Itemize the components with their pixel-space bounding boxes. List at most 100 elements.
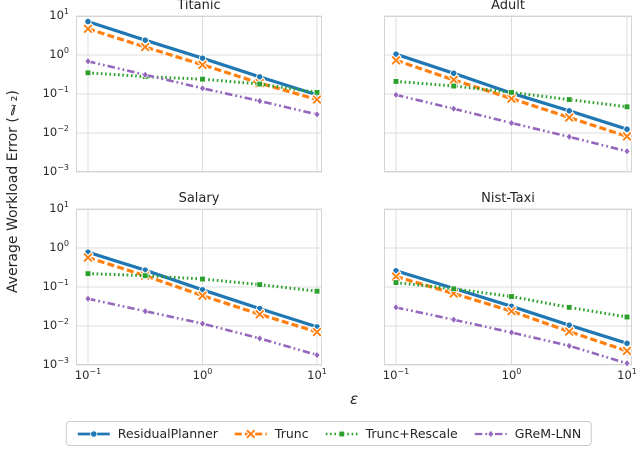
data-point-marker [197, 59, 208, 71]
data-point-marker [487, 429, 495, 438]
data-point-marker [623, 359, 631, 368]
data-point-marker [338, 430, 345, 437]
data-point-marker [313, 110, 321, 119]
plot-border [384, 16, 632, 172]
y-tick-label: 10−2 [42, 124, 69, 140]
series-line-grem-lnn [395, 306, 628, 365]
x-axis-label: ε [349, 390, 359, 408]
x-tick-label: 101 [307, 367, 327, 382]
data-point-marker [256, 281, 263, 288]
data-point-marker [84, 57, 92, 66]
legend-line-trunc-rescale-icon [325, 430, 358, 437]
data-point-marker [621, 345, 633, 357]
y-tick-label: 10−3 [42, 163, 69, 179]
legend-label: Trunc [274, 426, 309, 441]
data-point-marker [199, 319, 206, 328]
data-point-marker [84, 17, 92, 26]
data-point-marker [84, 294, 92, 303]
legend-line-residualplanner-icon [77, 429, 110, 438]
data-point-marker [313, 350, 321, 360]
y-tick-label: 100 [49, 46, 69, 62]
data-point-marker [450, 82, 457, 90]
data-point-marker [565, 341, 573, 351]
data-point-marker [565, 107, 573, 115]
x-tick-label: 101 [617, 367, 637, 382]
y-tick-label: 10−2 [42, 317, 69, 333]
data-point-marker [392, 78, 400, 85]
data-point-marker [621, 131, 633, 142]
y-axis-label: Average Workload Error (ℓ₂) [5, 90, 21, 294]
data-point-marker [623, 339, 631, 347]
chart-canvas-salary [76, 208, 323, 366]
data-point-marker [392, 50, 400, 58]
data-point-marker [623, 103, 631, 110]
data-point-marker [623, 125, 631, 133]
data-point-marker [566, 96, 573, 103]
chart-canvas-nist-taxi [384, 208, 633, 368]
data-point-marker [313, 288, 321, 295]
plot-border [76, 16, 322, 172]
y-tick-label: 100 [49, 239, 69, 255]
legend-line-trunc-icon [234, 428, 267, 439]
y-tick-label: 10−1 [42, 85, 69, 101]
subplot-nist-taxi: Nist-Taxi 10−1 100 101 [383, 191, 637, 381]
data-point-marker [392, 303, 400, 312]
plot-border [384, 209, 632, 365]
plot-border [76, 209, 322, 365]
data-point-marker [141, 70, 149, 80]
subplot-title: Salary [178, 191, 220, 206]
data-point-marker [508, 293, 515, 300]
legend-line-grem-lnn-icon [474, 429, 507, 438]
data-point-marker [450, 315, 458, 324]
subplot-adult: Adult [384, 0, 633, 173]
data-point-marker [139, 41, 151, 53]
data-point-marker [199, 84, 206, 93]
data-point-marker [84, 270, 92, 277]
data-point-marker [141, 36, 149, 44]
legend: ResidualPlanner Trunc Trunc+Rescale GReM… [65, 421, 593, 446]
data-point-marker [313, 89, 321, 96]
data-point-marker [565, 321, 573, 329]
subplot-title: Nist-Taxi [481, 191, 535, 206]
y-tick-label: 10−3 [42, 356, 69, 372]
data-point-marker [311, 326, 323, 338]
data-point-marker [623, 147, 631, 156]
data-point-marker [508, 118, 515, 128]
data-point-marker [198, 54, 207, 62]
y-tick-label: 101 [49, 7, 69, 23]
data-point-marker [245, 428, 257, 439]
data-point-marker [90, 429, 98, 438]
x-tick-label: 100 [501, 367, 522, 382]
data-point-marker [508, 328, 515, 337]
legend-label: GReM-LNN [514, 426, 582, 441]
data-point-marker [82, 252, 94, 263]
data-point-marker [256, 96, 264, 106]
data-point-marker [142, 272, 149, 279]
subplot-title: Titanic [177, 0, 221, 13]
x-tick-label: 100 [192, 367, 213, 382]
y-tick-label: 10−1 [42, 278, 69, 294]
data-point-marker [448, 74, 460, 86]
data-point-marker [311, 94, 323, 105]
data-point-marker [199, 76, 206, 83]
legend-entry-grem-lnn: GReM-LNN [474, 426, 581, 441]
data-point-marker [141, 306, 149, 316]
data-point-marker [508, 89, 515, 96]
x-tick-label: 10−1 [74, 367, 102, 382]
data-point-marker [199, 275, 206, 283]
data-point-marker [256, 80, 263, 88]
subplot-title: Adult [491, 0, 525, 13]
subplot-titanic: Titanic 101 100 10−1 10−2 10−3 [43, 0, 323, 177]
data-point-marker [506, 93, 517, 104]
chart-canvas-titanic [76, 15, 323, 173]
legend-label: ResidualPlanner [117, 426, 218, 441]
data-point-marker [256, 73, 264, 81]
series-line-trunc+rescale [395, 79, 628, 109]
legend-entry-residualplanner: ResidualPlanner [77, 426, 218, 441]
data-point-marker [392, 90, 400, 100]
data-point-marker [450, 285, 457, 292]
data-point-marker [563, 326, 575, 337]
data-point-marker [390, 271, 402, 282]
data-point-marker [197, 290, 208, 301]
data-point-marker [390, 55, 402, 66]
